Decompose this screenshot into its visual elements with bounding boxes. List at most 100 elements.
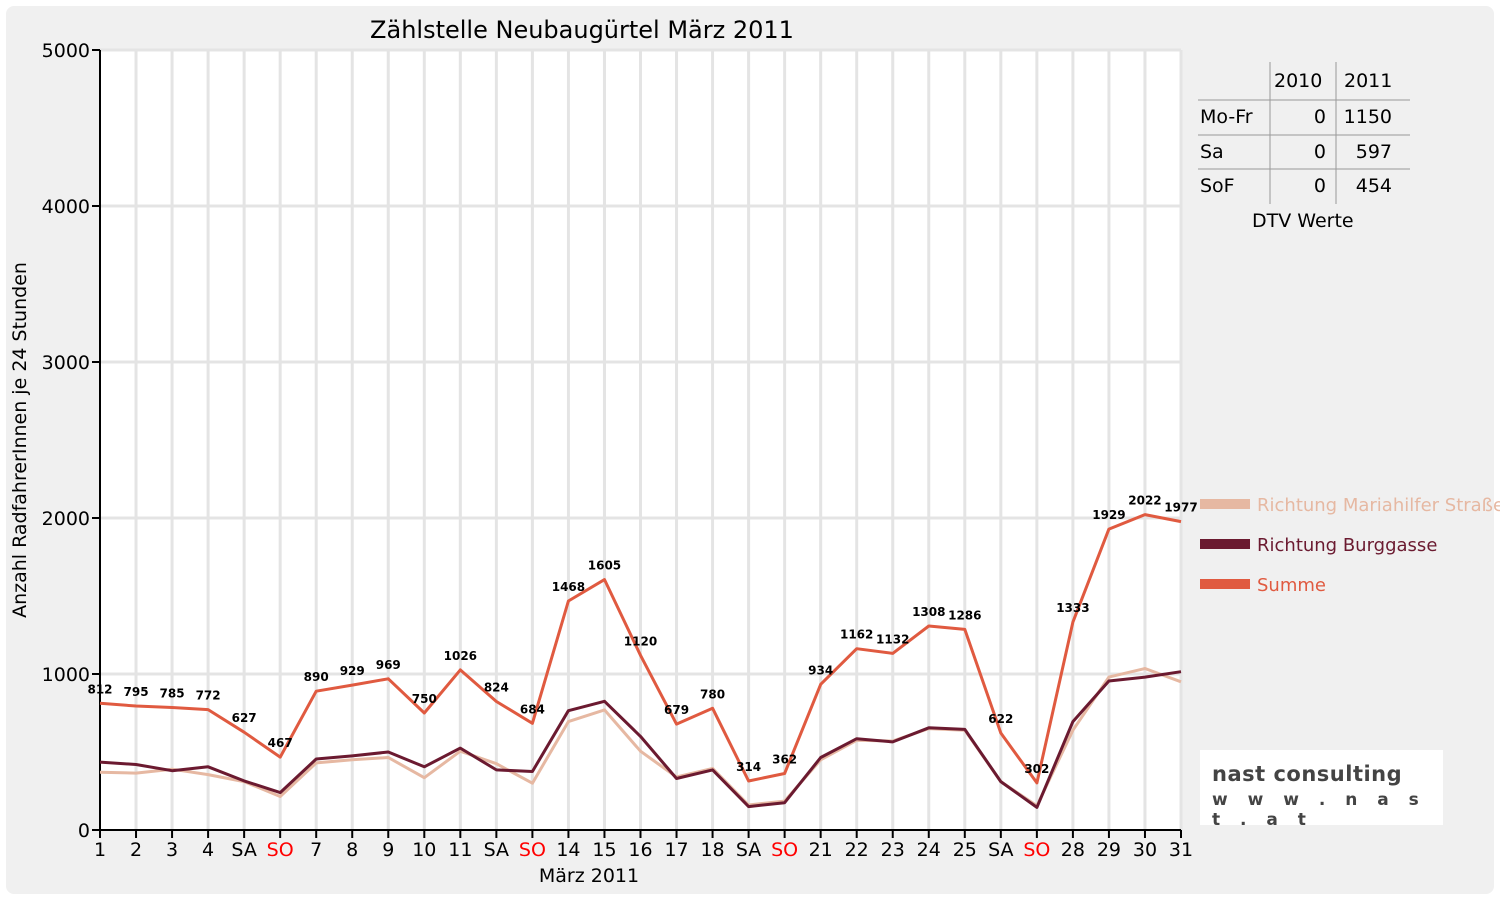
x-tick-label: 9 <box>382 839 394 861</box>
x-tick-label: 28 <box>1061 839 1085 861</box>
chart-title: Zählstelle Neubaugürtel März 2011 <box>370 16 794 44</box>
x-tick-label: 17 <box>664 839 688 861</box>
x-tick-label: 4 <box>202 839 214 861</box>
x-tick-label: 31 <box>1169 839 1193 861</box>
data-label: 1333 <box>1056 601 1089 615</box>
data-label: 314 <box>736 760 761 774</box>
company-logo: nast consulting w w w . n a s t . a t <box>1200 750 1443 830</box>
legend-swatch <box>1200 499 1250 509</box>
data-label: 1929 <box>1092 508 1125 522</box>
data-label: 302 <box>1024 762 1049 776</box>
dtv-caption: DTV Werte <box>1252 210 1354 232</box>
dtv-header-2010: 2010 <box>1274 70 1323 92</box>
data-label: 2022 <box>1128 494 1161 508</box>
x-tick-label: SO <box>1023 839 1050 861</box>
x-tick-label: SA <box>484 839 509 861</box>
x-tick-label: 22 <box>845 839 869 861</box>
data-label: 934 <box>808 663 833 677</box>
dtv-row-value-2011: 597 <box>1355 141 1392 163</box>
x-tick-label: 23 <box>881 839 905 861</box>
data-label: 1026 <box>444 649 477 663</box>
x-tick-label: 30 <box>1133 839 1157 861</box>
legend-swatch <box>1200 579 1250 589</box>
data-label: 750 <box>412 692 437 706</box>
data-labels: 812 795 785 772 627 467 890 929 969 750 1026 824 684… <box>87 494 1197 776</box>
x-tick-label: 21 <box>809 839 833 861</box>
data-label: 1286 <box>948 608 981 622</box>
data-label: 362 <box>772 753 797 767</box>
data-label: 780 <box>700 687 725 701</box>
data-label: 795 <box>124 685 149 699</box>
legend-label: Summe <box>1257 575 1326 596</box>
x-tick-label: 8 <box>346 839 358 861</box>
data-label: 824 <box>484 680 509 694</box>
y-axis-label: Anzahl RadfahrerInnen je 24 Stunden <box>9 262 31 618</box>
legend-label: Richtung Burggasse <box>1257 535 1437 556</box>
data-label: 812 <box>87 682 112 696</box>
data-label: 1605 <box>588 559 621 573</box>
data-label: 772 <box>196 689 221 703</box>
legend-swatch <box>1200 539 1250 549</box>
logo-url: w w w . n a s t . a t <box>1212 790 1426 830</box>
dtv-table-borders <box>1198 62 1410 204</box>
dtv-row-value-2011: 454 <box>1355 175 1392 197</box>
x-tick-label: 3 <box>166 839 178 861</box>
y-tick-label: 3000 <box>42 352 90 374</box>
series-line <box>99 670 1182 809</box>
dtv-row-value-2010: 0 <box>1313 141 1326 163</box>
data-label: 1977 <box>1164 501 1197 515</box>
x-tick-label: 24 <box>917 839 941 861</box>
x-tick-label: SO <box>519 839 546 861</box>
x-tick-label: SA <box>988 839 1013 861</box>
data-label: 929 <box>340 664 365 678</box>
dtv-row-value-2011: 1150 <box>1343 106 1392 128</box>
dtv-header-2011: 2011 <box>1344 70 1393 92</box>
x-tick-label: SA <box>736 839 761 861</box>
x-tick-label: 10 <box>412 839 436 861</box>
dtv-row-value-2010: 0 <box>1313 175 1326 197</box>
data-label: 1468 <box>552 580 585 594</box>
legend-label: Richtung Mariahilfer Straße <box>1257 495 1500 516</box>
x-tick-label: 18 <box>700 839 724 861</box>
data-label: 1308 <box>912 605 945 619</box>
data-label: 1120 <box>624 634 657 648</box>
dtv-row-label: Mo-Fr <box>1200 106 1253 128</box>
data-label: 1162 <box>840 628 873 642</box>
y-tick-label: 4000 <box>42 196 90 218</box>
series-lines <box>99 513 1182 809</box>
x-tick-label: 29 <box>1097 839 1121 861</box>
data-label: 679 <box>664 703 689 717</box>
x-tick-label: 14 <box>556 839 580 861</box>
data-label: 622 <box>988 712 1013 726</box>
logo-name: nast consulting <box>1212 762 1403 786</box>
dtv-row-value-2010: 0 <box>1313 106 1326 128</box>
x-tick-label: 7 <box>310 839 322 861</box>
x-tick-label: 16 <box>628 839 652 861</box>
x-tick-label: 1 <box>94 839 106 861</box>
data-label: 1132 <box>876 632 909 646</box>
data-label: 785 <box>160 687 185 701</box>
data-label: 684 <box>520 702 545 716</box>
series-line <box>99 513 1182 785</box>
x-axis-label: März 2011 <box>539 865 639 887</box>
data-label: 467 <box>268 736 293 750</box>
data-label: 627 <box>232 711 257 725</box>
data-label: 969 <box>376 658 401 672</box>
x-tick-label: 11 <box>448 839 472 861</box>
x-tick-label: 25 <box>953 839 977 861</box>
y-tick-label: 0 <box>78 820 90 842</box>
y-tick-label: 1000 <box>42 664 90 686</box>
x-tick-label: SO <box>267 839 294 861</box>
x-tick-label: SA <box>231 839 256 861</box>
x-tick-label: 15 <box>592 839 616 861</box>
legend: Richtung Mariahilfer Straße Richtung Burg… <box>1200 495 1500 596</box>
x-tick-label: 2 <box>130 839 142 861</box>
y-tick-label: 2000 <box>42 508 90 530</box>
dtv-row-label: SoF <box>1200 175 1235 197</box>
y-tick-label: 5000 <box>42 40 90 62</box>
dtv-row-label: Sa <box>1200 141 1224 163</box>
x-tick-label: SO <box>771 839 798 861</box>
data-label: 890 <box>304 670 329 684</box>
